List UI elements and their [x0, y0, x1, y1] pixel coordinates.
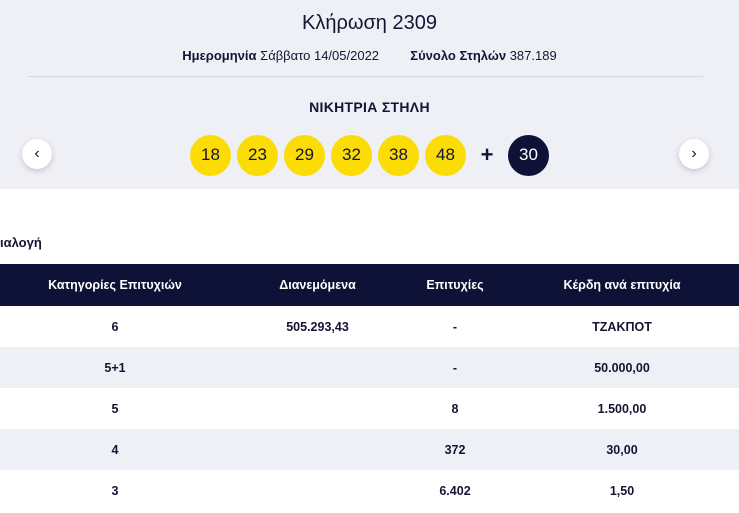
ball: 29	[284, 134, 325, 176]
cell-distributed	[230, 429, 405, 470]
table-header-row: Κατηγορίες Επιτυχιών Διανεμόμενα Επιτυχί…	[0, 264, 739, 306]
ball: 32	[331, 134, 372, 176]
prev-draw-button[interactable]: ‹	[22, 139, 52, 169]
cell-winners: 6.402	[439, 483, 471, 498]
cell-winners: -	[452, 319, 458, 334]
ball: 23	[237, 134, 278, 176]
ball: 48	[425, 134, 466, 176]
table-row: 4 372 30,00	[0, 429, 739, 470]
header-distributed: Διανεμόμενα	[279, 278, 356, 292]
cell-prize: 1.500,00	[597, 401, 647, 416]
header-prize: Κέρδη ανά επιτυχία	[563, 278, 681, 292]
chevron-left-icon: ‹	[34, 145, 40, 162]
columns-value: 387.189	[509, 48, 557, 63]
date-value: Σάββατο 14/05/2022	[260, 48, 380, 63]
draw-title: Κλήρωση 2309	[302, 12, 437, 34]
ball: 38	[378, 134, 419, 176]
table-row: 6 505.293,43 - ΤΖΑΚΠΟΤ	[0, 306, 739, 347]
cell-prize: 50.000,00	[594, 360, 650, 375]
cell-prize: ΤΖΑΚΠΟΤ	[592, 319, 652, 334]
header-winners: Επιτυχίες	[426, 278, 484, 292]
ball: 18	[190, 134, 231, 176]
cell-winners: -	[452, 360, 458, 375]
section-title: ιαλογή	[0, 235, 42, 250]
cell-distributed	[230, 470, 405, 511]
table-row: 5+1 - 50.000,00	[0, 347, 739, 388]
table-row: 5 8 1.500,00	[0, 388, 739, 429]
cell-distributed: 505.293,43	[286, 319, 349, 334]
cell-distributed	[230, 388, 405, 429]
cell-winners: 372	[444, 442, 466, 457]
cell-prize: 30,00	[606, 442, 638, 457]
cell-category: 3	[111, 483, 119, 498]
draw-meta: Ημερομηνία Σάββατο 14/05/2022 Σύνολο Στη…	[0, 48, 739, 63]
columns-label: Σύνολο Στηλών	[410, 48, 507, 63]
cell-category: 6	[111, 319, 119, 334]
winning-numbers: 18 23 29 32 38 48 + 30	[0, 134, 739, 176]
cell-prize: 1,50	[609, 483, 635, 498]
chevron-right-icon: ›	[691, 145, 697, 162]
winning-label: ΝΙΚΗΤΡΙΑ ΣΤΗΛΗ	[309, 99, 430, 115]
header-categories: Κατηγορίες Επιτυχιών	[48, 278, 182, 292]
cell-category: 4	[111, 442, 119, 457]
divider	[28, 76, 703, 77]
bonus-ball: 30	[508, 134, 549, 176]
plus-sign: +	[480, 142, 494, 167]
cell-distributed	[230, 347, 405, 388]
table-row: 3 6.402 1,50	[0, 470, 739, 511]
date-label: Ημερομηνία	[182, 48, 257, 63]
cell-winners: 8	[451, 401, 459, 416]
prize-table: Κατηγορίες Επιτυχιών Διανεμόμενα Επιτυχί…	[0, 264, 739, 511]
next-draw-button[interactable]: ›	[679, 139, 709, 169]
cell-category: 5+1	[104, 360, 126, 375]
cell-category: 5	[111, 401, 119, 416]
